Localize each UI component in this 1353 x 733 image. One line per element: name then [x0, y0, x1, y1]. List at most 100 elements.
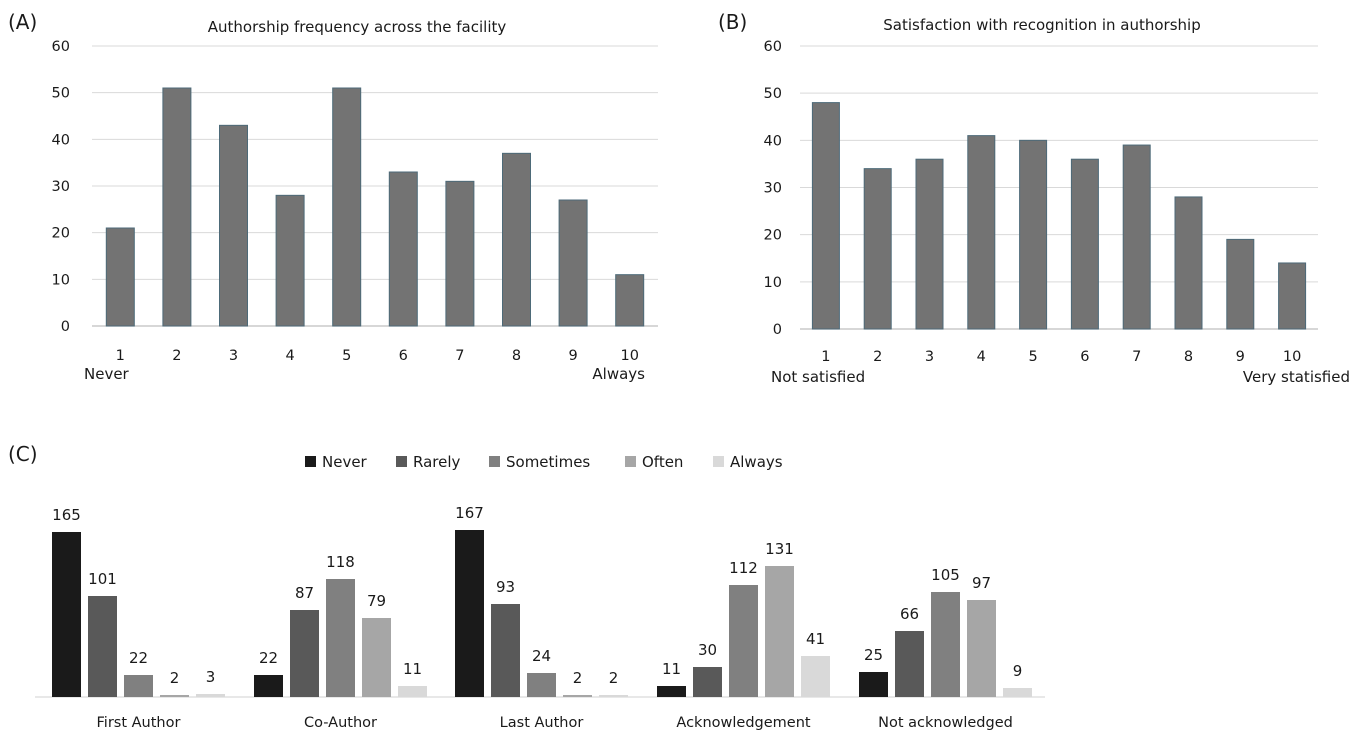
chart-c-bar: [801, 656, 830, 697]
chart-c-bar: [599, 695, 628, 697]
chart-b-x-tick-label: 9: [1236, 349, 1245, 365]
chart-b-y-tick-label: 10: [764, 275, 782, 291]
chart-b-x-tick-label: 10: [1283, 349, 1301, 365]
chart-b-bar: [1278, 262, 1307, 330]
chart-a-bar: [558, 199, 588, 327]
chart-c-data-label: 11: [662, 660, 681, 678]
chart-b-y-tick-label: 20: [764, 228, 782, 244]
chart-b-y-tick-label: 60: [764, 39, 782, 55]
chart-c-bar: [52, 532, 81, 697]
chart-a-y-tick-label: 50: [52, 86, 70, 102]
chart-c-bar: [88, 596, 117, 697]
chart-c-data-label: 11: [403, 660, 422, 678]
chart-b-low-label: Not satisfied: [771, 368, 865, 386]
chart-a-high-label: Always: [592, 365, 645, 383]
chart-b-bar: [1122, 144, 1151, 330]
chart-b-x-tick-label: 8: [1184, 349, 1193, 365]
chart-c-x-tick-label: Co-Author: [304, 715, 377, 731]
chart-c-legend-swatch: [396, 456, 407, 467]
chart-c-bar: [527, 673, 556, 697]
chart-c-legend: Never Rarely Sometimes Often Always: [305, 453, 783, 471]
chart-a-bar: [105, 227, 135, 327]
chart-a-x-tick-label: 10: [620, 348, 638, 364]
chart-c-data-label: 105: [931, 566, 960, 584]
chart-b-bar: [1019, 139, 1048, 330]
chart-a-bar: [275, 194, 305, 327]
chart-a-bar: [615, 274, 645, 327]
chart-b-bar: [915, 158, 944, 330]
chart-b-y-tick-label: 30: [764, 181, 782, 197]
chart-b-x-tick-label: 6: [1080, 349, 1089, 365]
chart-a-low-label: Never: [84, 365, 130, 383]
chart-a-x-tick-label: 2: [172, 348, 181, 364]
chart-c: Never Rarely Sometimes Often Always 16510122…: [35, 453, 1045, 731]
chart-c-legend-swatch: [489, 456, 500, 467]
chart-c-bar: [455, 530, 484, 697]
chart-c-x-tick-label: Last Author: [500, 715, 584, 731]
chart-c-legend-swatch: [713, 456, 724, 467]
chart-a-x-tick-label: 4: [285, 348, 294, 364]
panel-c-letter: (C): [8, 442, 38, 466]
chart-b-bar: [1174, 196, 1203, 330]
chart-c-data-label: 101: [88, 570, 117, 588]
chart-c-bar: [895, 631, 924, 697]
chart-a-bar: [219, 124, 248, 327]
chart-c-legend-label: Rarely: [413, 453, 461, 471]
chart-c-data-label: 97: [972, 574, 991, 592]
chart-c-bar: [967, 600, 996, 697]
chart-a: Authorship frequency across the facility…: [52, 18, 658, 383]
chart-c-data-label: 3: [206, 668, 216, 686]
chart-c-bar: [196, 694, 225, 697]
chart-a-x-tick-label: 3: [229, 348, 238, 364]
chart-a-y-tick-label: 40: [52, 132, 70, 148]
chart-c-bar: [254, 675, 283, 697]
chart-c-data-label: 25: [864, 646, 883, 664]
chart-c-data-label: 87: [295, 584, 314, 602]
chart-b-bar: [811, 102, 840, 330]
chart-c-data-label: 93: [496, 578, 515, 596]
chart-a-y-tick-label: 60: [52, 39, 70, 55]
chart-c-data-label: 2: [170, 669, 180, 687]
chart-b-title: Satisfaction with recognition in authors…: [883, 16, 1200, 34]
chart-c-data-label: 41: [806, 630, 825, 648]
chart-b-x-tick-label: 4: [977, 349, 986, 365]
chart-c-data-label: 165: [52, 506, 81, 524]
chart-a-y-tick-label: 10: [52, 272, 70, 288]
chart-c-bar: [693, 667, 722, 697]
chart-c-bar: [362, 618, 391, 697]
chart-c-data-label: 131: [765, 540, 794, 558]
chart-c-data-label: 22: [129, 649, 148, 667]
chart-c-legend-label: Never: [322, 453, 368, 471]
chart-c-data-label: 112: [729, 559, 758, 577]
chart-c-legend-swatch: [305, 456, 316, 467]
chart-a-x-tick-label: 9: [568, 348, 577, 364]
panel-a-letter: (A): [8, 10, 37, 34]
chart-a-bar: [502, 152, 531, 327]
chart-b-x-tick-label: 3: [925, 349, 934, 365]
chart-a-bar: [445, 180, 475, 327]
chart-c-legend-swatch: [625, 456, 636, 467]
chart-b-high-label: Very statisfied: [1243, 368, 1350, 386]
chart-a-bar: [332, 87, 362, 327]
chart-b-bar: [1226, 238, 1255, 330]
chart-c-bar: [563, 695, 592, 697]
chart-a-x-tick-label: 6: [399, 348, 408, 364]
chart-b-x-tick-label: 5: [1028, 349, 1037, 365]
chart-b-y-tick-label: 50: [764, 86, 782, 102]
chart-a-x-tick-label: 8: [512, 348, 521, 364]
chart-c-data-label: 9: [1013, 662, 1023, 680]
chart-c-data-label: 79: [367, 592, 386, 610]
chart-c-bar: [859, 672, 888, 697]
chart-c-bar: [398, 686, 427, 697]
chart-c-bar: [160, 695, 189, 697]
chart-c-bar: [1003, 688, 1032, 697]
chart-c-bar: [124, 675, 153, 697]
chart-b-x-tick-label: 1: [821, 349, 830, 365]
chart-c-x-tick-label: First Author: [97, 715, 181, 731]
chart-b-bar: [967, 135, 996, 330]
chart-c-data-label: 24: [532, 647, 551, 665]
chart-c-x-tick-label: Acknowledgement: [676, 715, 810, 731]
chart-a-x-tick-label: 7: [455, 348, 464, 364]
chart-b-y-tick-label: 40: [764, 133, 782, 149]
chart-c-bar: [931, 592, 960, 697]
